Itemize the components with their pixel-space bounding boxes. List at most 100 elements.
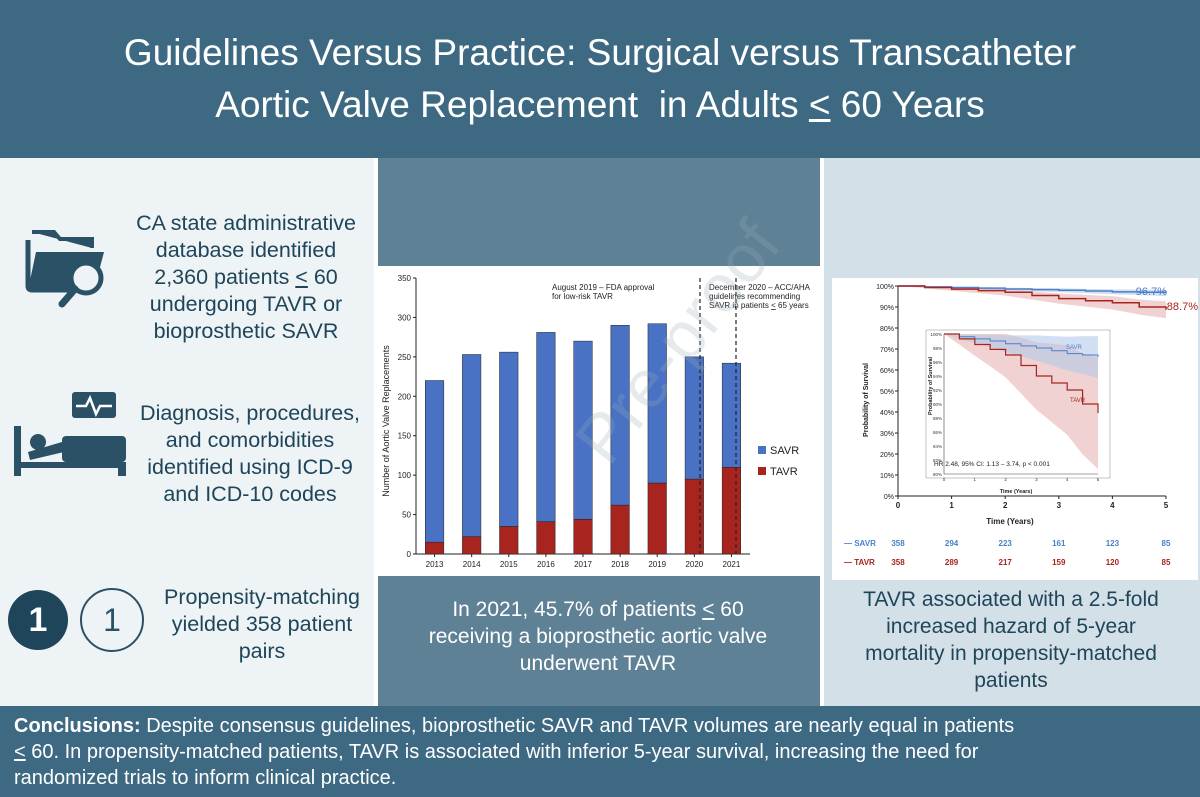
km-x-tick-label: 2 xyxy=(1003,501,1008,510)
bar-tavr-2015 xyxy=(499,526,519,555)
inset-y-tick-label: 98% xyxy=(933,346,942,351)
risk-row-savr-label: — SAVR xyxy=(844,539,876,548)
inset-y-tick-label: 92% xyxy=(933,388,942,393)
y-tick-label: 150 xyxy=(398,432,412,441)
bar-tavr-2017 xyxy=(573,519,593,555)
risk-savr-count: 223 xyxy=(999,539,1013,548)
inset-x-tick-label: 1 xyxy=(974,477,977,482)
km-y-tick-label: 30% xyxy=(880,431,894,438)
conclusions-bar: Conclusions: Despite consensus guideline… xyxy=(0,706,1200,797)
inset-x-label: Time (Years) xyxy=(1000,489,1033,495)
conclusions-label: Conclusions: xyxy=(14,715,141,737)
risk-savr-count: 85 xyxy=(1162,539,1171,548)
annotation-fda-line2: for low-risk TAVR xyxy=(552,292,613,301)
inset-x-tick-label: 0 xyxy=(943,477,946,482)
km-y-tick-label: 70% xyxy=(880,347,894,354)
km-y-tick-label: 60% xyxy=(880,368,894,375)
legend-swatch-tavr xyxy=(758,467,766,475)
propensity-badge-filled: 1 xyxy=(8,590,68,650)
km-x-tick-label: 3 xyxy=(1057,501,1062,510)
volume-bar-chart: Number of Aortic Valve Replacements 0 50 1… xyxy=(381,274,811,569)
title-banner: Guidelines Versus Practice: Surgical ver… xyxy=(0,0,1200,158)
inset-x-tick-label: 4 xyxy=(1066,477,1069,482)
inset-y-tick-label: 80% xyxy=(933,472,942,477)
bar-savr-2021 xyxy=(721,362,741,468)
y-tick-label: 0 xyxy=(407,550,412,559)
legend-label-tavr: TAVR xyxy=(770,466,798,478)
bar-savr-2015 xyxy=(499,351,519,527)
x-tick-label-2016: 2016 xyxy=(537,560,555,569)
y-tick-label: 350 xyxy=(398,274,412,283)
risk-savr-count: 123 xyxy=(1106,539,1120,548)
annotation-acc-line2: guidelines recommending xyxy=(709,292,800,301)
bar-tavr-2021 xyxy=(721,467,741,555)
savr-end-label: 96.7% xyxy=(1136,286,1167,298)
bar-savr-2018 xyxy=(610,325,630,506)
inset-tavr-label: TAVR xyxy=(1070,398,1086,404)
km-x-tick-label: 4 xyxy=(1110,501,1115,510)
x-tick-label-2018: 2018 xyxy=(611,560,629,569)
bar-tavr-2016 xyxy=(536,521,556,555)
x-tick-label-2013: 2013 xyxy=(426,560,444,569)
km-x-tick-label: 0 xyxy=(896,501,901,510)
hospital-bed-monitor-icon xyxy=(14,392,126,476)
km-y-tick-label: 20% xyxy=(880,452,894,459)
survival-caption: TAVR associated with a 2.5-fold increase… xyxy=(863,588,1159,692)
inset-x-tick-label: 2 xyxy=(1004,477,1007,482)
propensity-badge-outline: 1 xyxy=(80,588,144,652)
km-y-tick-label: 80% xyxy=(880,326,894,333)
bar-savr-2017 xyxy=(573,340,593,520)
bar-tavr-2018 xyxy=(610,504,630,555)
km-y-tick-label: 40% xyxy=(880,410,894,417)
inset-y-tick-label: 86% xyxy=(933,430,942,435)
bar-tavr-2020 xyxy=(684,478,704,555)
bar-savr-2016 xyxy=(536,332,556,522)
risk-tavr-count: 120 xyxy=(1106,558,1120,567)
km-y-tick-label: 10% xyxy=(880,473,894,480)
inset-y-tick-label: 96% xyxy=(933,360,942,365)
x-tick-label-2020: 2020 xyxy=(685,560,703,569)
km-x-axis-label: Time (Years) xyxy=(986,517,1034,526)
title-line-2: Aortic Valve Replacement in Adults < 60 … xyxy=(215,84,985,125)
y-tick-label: 200 xyxy=(398,392,412,401)
risk-tavr-count: 159 xyxy=(1052,558,1066,567)
x-tick-label-2015: 2015 xyxy=(500,560,518,569)
inset-y-tick-label: 100% xyxy=(930,332,942,337)
x-tick-label-2014: 2014 xyxy=(463,560,481,569)
risk-tavr-count: 217 xyxy=(999,558,1013,567)
inset-x-tick-label: 3 xyxy=(1035,477,1038,482)
methods-panel: CA state administrative database identif… xyxy=(0,158,374,706)
legend-swatch-savr xyxy=(758,446,766,454)
tavr-end-label: 88.7% xyxy=(1167,301,1198,313)
legend-label-savr: SAVR xyxy=(770,445,799,457)
km-x-tick-label: 1 xyxy=(949,501,954,510)
annotation-fda-line1: August 2019 – FDA approval xyxy=(552,283,655,292)
km-y-tick-label: 100% xyxy=(876,284,894,291)
volume-chart-box: Number of Aortic Valve Replacements 0 50 1… xyxy=(378,266,822,576)
x-tick-label-2017: 2017 xyxy=(574,560,592,569)
km-y-tick-label: 0% xyxy=(884,494,894,501)
risk-tavr-count: 289 xyxy=(945,558,959,567)
inset-y-tick-label: 94% xyxy=(933,374,942,379)
inset-tavr-line xyxy=(944,333,1099,414)
inset-x-tick-label: 5 xyxy=(1097,477,1100,482)
bar-savr-2014 xyxy=(462,354,482,537)
bar-tavr-2014 xyxy=(462,536,482,555)
km-y-tick-label: 90% xyxy=(880,305,894,312)
x-tick-label-2021: 2021 xyxy=(723,560,741,569)
bar-tavr-2013 xyxy=(425,541,445,555)
risk-savr-count: 161 xyxy=(1052,539,1066,548)
km-x-tick-label: 5 xyxy=(1164,501,1169,510)
risk-savr-count: 358 xyxy=(891,539,905,548)
km-y-axis-label: Probability of Survival xyxy=(863,363,870,437)
inset-y-label: Probability of Survival xyxy=(928,356,934,415)
inset-savr-label: SAVR xyxy=(1066,345,1083,351)
y-tick-label: 250 xyxy=(398,353,412,362)
bar-tavr-2019 xyxy=(647,482,667,555)
inset-chart: 80% 82% 84% 86% 88% 90% 92% 94% 96% 98% 100% 0 1 2 3 4 5… xyxy=(925,329,1111,495)
inset-savr-line xyxy=(944,333,1099,358)
risk-tavr-count: 85 xyxy=(1162,558,1171,567)
